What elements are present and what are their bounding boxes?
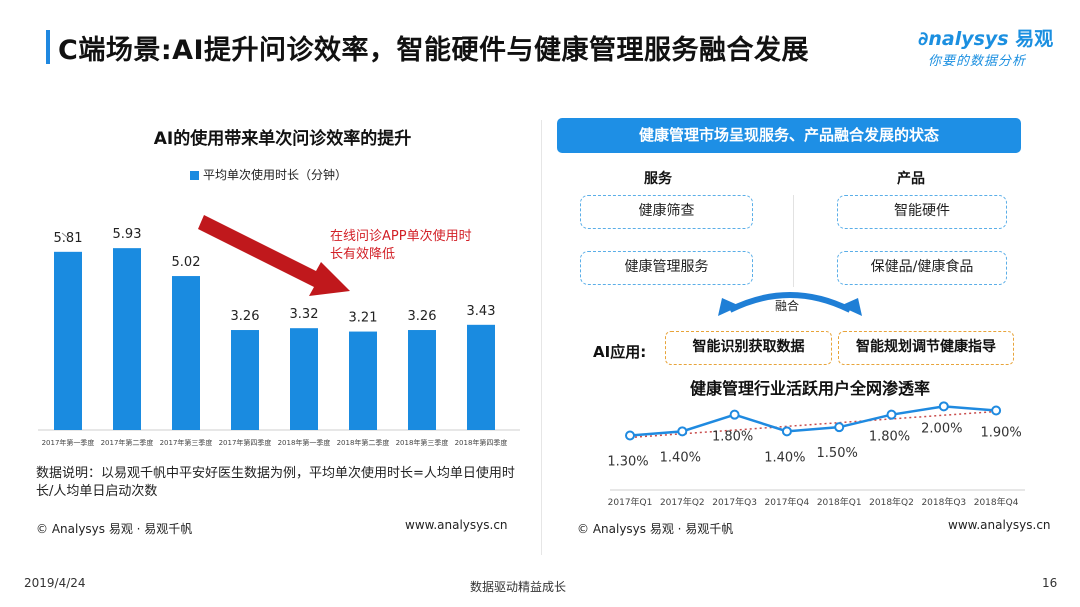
- page-number: 16: [1042, 576, 1058, 590]
- bar: [172, 276, 200, 430]
- line-point: [886, 409, 897, 420]
- column-separator: [793, 195, 794, 287]
- logo-a-icon: ∂: [918, 28, 929, 50]
- merge-label: 融合: [775, 299, 800, 313]
- service-heading: 服务: [644, 171, 672, 187]
- bar-chart: 5.81 2017年第一季度 5.93 2017年第二季度 5.02 2017年第三季度 3…: [38, 215, 520, 447]
- footer-copyright-right: © Analysys 易观 · 易观千帆: [577, 522, 734, 536]
- bar: [54, 251, 82, 430]
- bar-category-label: 2017年第二季度: [101, 438, 154, 447]
- bar-chart-title: AI的使用带来单次问诊效率的提升: [153, 129, 412, 149]
- bar-value-label: 5.93: [113, 227, 142, 242]
- decline-arrow-icon: [198, 215, 350, 296]
- ai-application-label: AI应用:: [593, 343, 647, 361]
- bar-value-label: 5.81: [54, 231, 83, 246]
- line-chart-title: 健康管理行业活跃用户全网渗透率: [690, 379, 931, 398]
- value-leader: [61, 232, 69, 239]
- logo-brand: nalysys: [928, 28, 1009, 50]
- logo-tagline: 你要的数据分析: [928, 54, 1027, 69]
- footer-url-left: www.analysys.cn: [405, 518, 508, 532]
- bar-annotation: 在线问诊APP单次使用时: [330, 228, 472, 244]
- service-box-management: 健康管理服务: [580, 251, 753, 285]
- line-value-label: 1.30%: [607, 455, 648, 470]
- line-category-label: 2018年Q1: [817, 496, 862, 508]
- bar: [113, 248, 141, 430]
- line-category-label: 2017年Q2: [660, 496, 705, 508]
- logo-brand-cn: 易观: [1015, 28, 1054, 50]
- line-category-label: 2017年Q1: [608, 496, 653, 508]
- analysys-logo: ∂nalysys 易观 你要的数据分析: [918, 24, 1063, 70]
- ai-box-recognition: 智能识别获取数据: [665, 331, 832, 365]
- line-category-label: 2017年Q3: [712, 496, 757, 508]
- merge-arrows-icon: [718, 292, 862, 316]
- line-chart: 1.30% 1.40% 1.80% 1.40% 1.50% 1.80% 2.00% 1.90%…: [607, 401, 1025, 508]
- bar: [408, 330, 436, 430]
- data-note: 数据说明：以易观千帆中平安好医生数据为例，平均单次使用时长=人均单日使用时长/人…: [36, 466, 515, 499]
- line-point: [991, 405, 1002, 416]
- right-panel-banner: 健康管理市场呈现服务、产品融合发展的状态: [557, 118, 1021, 153]
- product-heading: 产品: [897, 171, 925, 187]
- legend-label: 平均单次使用时长（分钟）: [203, 168, 348, 182]
- bar-category-label: 2018年第一季度: [278, 438, 331, 447]
- line-category-label: 2017年Q4: [765, 496, 810, 508]
- bar: [349, 331, 377, 430]
- line-value-label: 1.90%: [980, 426, 1021, 441]
- bar-value-label: 3.26: [408, 309, 437, 324]
- line-category-label: 2018年Q4: [974, 496, 1019, 508]
- trend-line: [629, 410, 997, 439]
- bar-category-label: 2017年第三季度: [160, 438, 213, 447]
- page-slogan: 数据驱动精益成长: [470, 580, 567, 594]
- service-box-screening: 健康筛查: [580, 195, 753, 229]
- bar: [231, 330, 259, 430]
- bar-value-label: 3.43: [467, 304, 496, 319]
- line-value-label: 1.50%: [817, 446, 858, 461]
- line-point: [938, 401, 949, 412]
- legend-swatch: [190, 171, 199, 180]
- panel-divider: [541, 120, 542, 555]
- line-value-label: 2.00%: [921, 421, 962, 436]
- page-title: C端场景:AI提升问诊效率，智能硬件与健康管理服务融合发展: [58, 35, 810, 66]
- bar-value-label: 3.32: [290, 307, 319, 322]
- bar: [290, 328, 318, 430]
- penetration-line: [629, 405, 997, 437]
- bar-category-label: 2018年第三季度: [396, 438, 449, 447]
- bar-chart-legend: 平均单次使用时长（分钟）: [190, 166, 347, 183]
- product-box-food: 保健品/健康食品: [837, 251, 1007, 285]
- line-category-label: 2018年Q2: [869, 496, 914, 508]
- line-value-label: 1.40%: [764, 450, 805, 465]
- bar-category-label: 2017年第一季度: [42, 438, 95, 447]
- line-value-label: 1.80%: [712, 430, 753, 445]
- bar-value-label: 3.21: [349, 311, 378, 326]
- bar-category-label: 2018年第二季度: [337, 438, 390, 447]
- line-point: [834, 422, 845, 433]
- line-value-label: 1.40%: [660, 450, 701, 465]
- footer-url-right: www.analysys.cn: [948, 518, 1051, 532]
- line-point: [781, 426, 792, 437]
- bar-value-label: 5.02: [172, 255, 201, 270]
- ai-box-guidance: 智能规划调节健康指导: [838, 331, 1014, 365]
- product-box-hardware: 智能硬件: [837, 195, 1007, 229]
- line-point: [677, 426, 688, 437]
- bar: [467, 324, 495, 430]
- footer-copyright-left: © Analysys 易观 · 易观千帆: [36, 522, 193, 536]
- title-accent-bar: [46, 30, 50, 64]
- bar-category-label: 2018年第四季度: [455, 438, 508, 447]
- line-value-label: 1.80%: [869, 430, 910, 445]
- page-date: 2019/4/24: [24, 576, 86, 590]
- line-point: [729, 409, 740, 420]
- bar-annotation: 长有效降低: [330, 247, 395, 262]
- bar-category-label: 2017年第四季度: [219, 438, 272, 447]
- line-category-label: 2018年Q3: [921, 496, 966, 508]
- line-point: [625, 430, 635, 441]
- bar-value-label: 3.26: [231, 309, 260, 324]
